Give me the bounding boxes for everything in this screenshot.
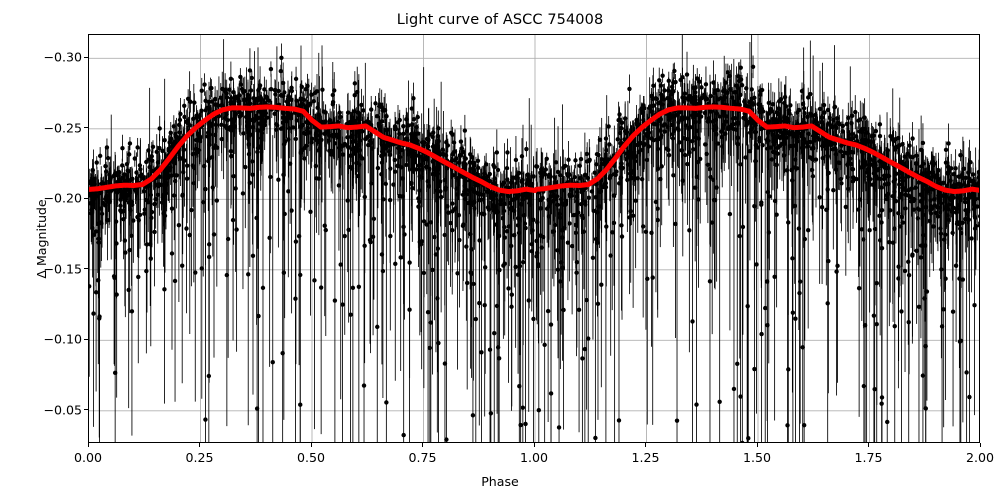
- x-tick-label: 1.00: [519, 450, 549, 465]
- x-tick-mark: [310, 443, 312, 447]
- y-tick-label: −0.25: [43, 120, 82, 136]
- x-tick-label: 1.25: [631, 450, 660, 465]
- y-tick-mark: [84, 56, 88, 58]
- line-series-phase-binned-mean: [89, 35, 979, 442]
- y-tick-label: −0.10: [43, 331, 82, 347]
- x-tick-mark: [979, 443, 981, 447]
- x-tick-label: 1.50: [742, 450, 772, 465]
- y-tick-mark: [84, 409, 88, 411]
- x-tick-mark: [868, 443, 870, 447]
- x-tick-label: 1.75: [854, 450, 883, 465]
- y-axis-label-container: Δ Magnitude: [8, 34, 49, 443]
- y-tick-label: −0.05: [43, 402, 82, 418]
- x-tick-label: 0.50: [296, 450, 326, 465]
- x-tick-mark: [87, 443, 89, 447]
- x-tick-mark: [199, 443, 201, 447]
- x-tick-mark: [422, 443, 424, 447]
- y-tick-mark: [84, 268, 88, 270]
- x-tick-mark: [756, 443, 758, 447]
- x-tick-label: 0.75: [408, 450, 437, 465]
- chart-title: Light curve of ASCC 754008: [396, 12, 604, 28]
- x-tick-label: 0.25: [185, 450, 214, 465]
- y-tick-mark: [84, 197, 88, 199]
- y-tick-mark: [84, 338, 88, 340]
- y-tick-label: −0.30: [43, 49, 82, 65]
- x-tick-mark: [645, 443, 647, 447]
- y-tick-mark: [84, 127, 88, 129]
- x-tick-mark: [533, 443, 535, 447]
- y-tick-label: −0.15: [43, 261, 82, 277]
- plot-area: [88, 34, 980, 443]
- x-tick-label: 0.00: [73, 450, 103, 465]
- x-axis-label: Phase: [481, 474, 519, 489]
- x-tick-label: 2.00: [965, 450, 995, 465]
- y-tick-label: −0.20: [43, 190, 82, 206]
